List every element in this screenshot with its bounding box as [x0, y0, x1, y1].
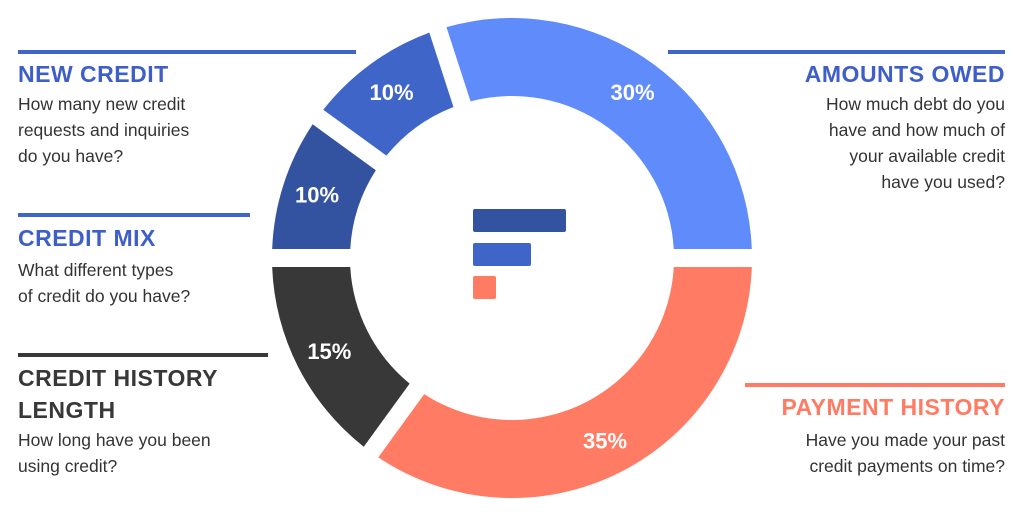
desc-line: credit payments on time? [809, 456, 1005, 476]
desc-line: How much debt do you [826, 94, 1005, 114]
new-credit-desc: How many new credit requests and inquiri… [18, 91, 189, 169]
desc-line: How many new credit [18, 94, 186, 114]
desc-line: What different types [18, 260, 174, 280]
credit-history-title: CREDIT HISTORY LENGTH [18, 362, 218, 426]
new-credit-rule [18, 50, 356, 54]
desc-line: Have you made your past [805, 430, 1005, 450]
desc-line: of credit do you have? [18, 286, 191, 306]
slice-new-credit [323, 32, 454, 156]
slice-label-credit-history-length: 15% [307, 339, 351, 364]
logo-bar-1 [473, 209, 566, 232]
logo-bar-3 [473, 276, 496, 299]
desc-line: requests and inquiries [18, 120, 190, 140]
desc-line: using credit? [18, 456, 118, 476]
slice-label-new-credit: 10% [369, 80, 413, 105]
amounts-owed-desc: How much debt do you have and how much o… [826, 91, 1005, 195]
payment-history-title: PAYMENT HISTORY [781, 394, 1005, 420]
credit-mix-rule [18, 213, 250, 217]
title-line: LENGTH [18, 397, 116, 423]
slice-amounts-owed [446, 17, 752, 250]
amounts-owed-rule [668, 50, 1005, 54]
payment-history-desc: Have you made your past credit payments … [806, 427, 1005, 479]
desc-line: How long have you been [18, 430, 211, 450]
credit-history-rule [18, 353, 268, 357]
desc-line: your available credit [849, 146, 1005, 166]
slice-label-amounts-owed: 30% [610, 80, 654, 105]
slice-credit-mix [272, 124, 376, 250]
amounts-owed-title: AMOUNTS OWED [804, 61, 1005, 87]
logo-bar-2 [473, 243, 531, 266]
new-credit-title: NEW CREDIT [18, 61, 169, 87]
desc-line: do you have? [18, 146, 124, 166]
slice-payment-history [378, 266, 752, 499]
slice-label-payment-history: 35% [583, 429, 627, 454]
credit-mix-desc: What different types of credit do you ha… [18, 257, 190, 309]
credit-history-desc: How long have you been using credit? [18, 427, 211, 479]
desc-line: have you used? [881, 172, 1005, 192]
slice-label-credit-mix: 10% [295, 183, 339, 208]
payment-history-rule [745, 383, 1005, 387]
title-line: CREDIT HISTORY [18, 365, 218, 391]
credit-mix-title: CREDIT MIX [18, 225, 156, 251]
desc-line: have and how much of [828, 120, 1005, 140]
slice-credit-history-length [272, 266, 410, 447]
